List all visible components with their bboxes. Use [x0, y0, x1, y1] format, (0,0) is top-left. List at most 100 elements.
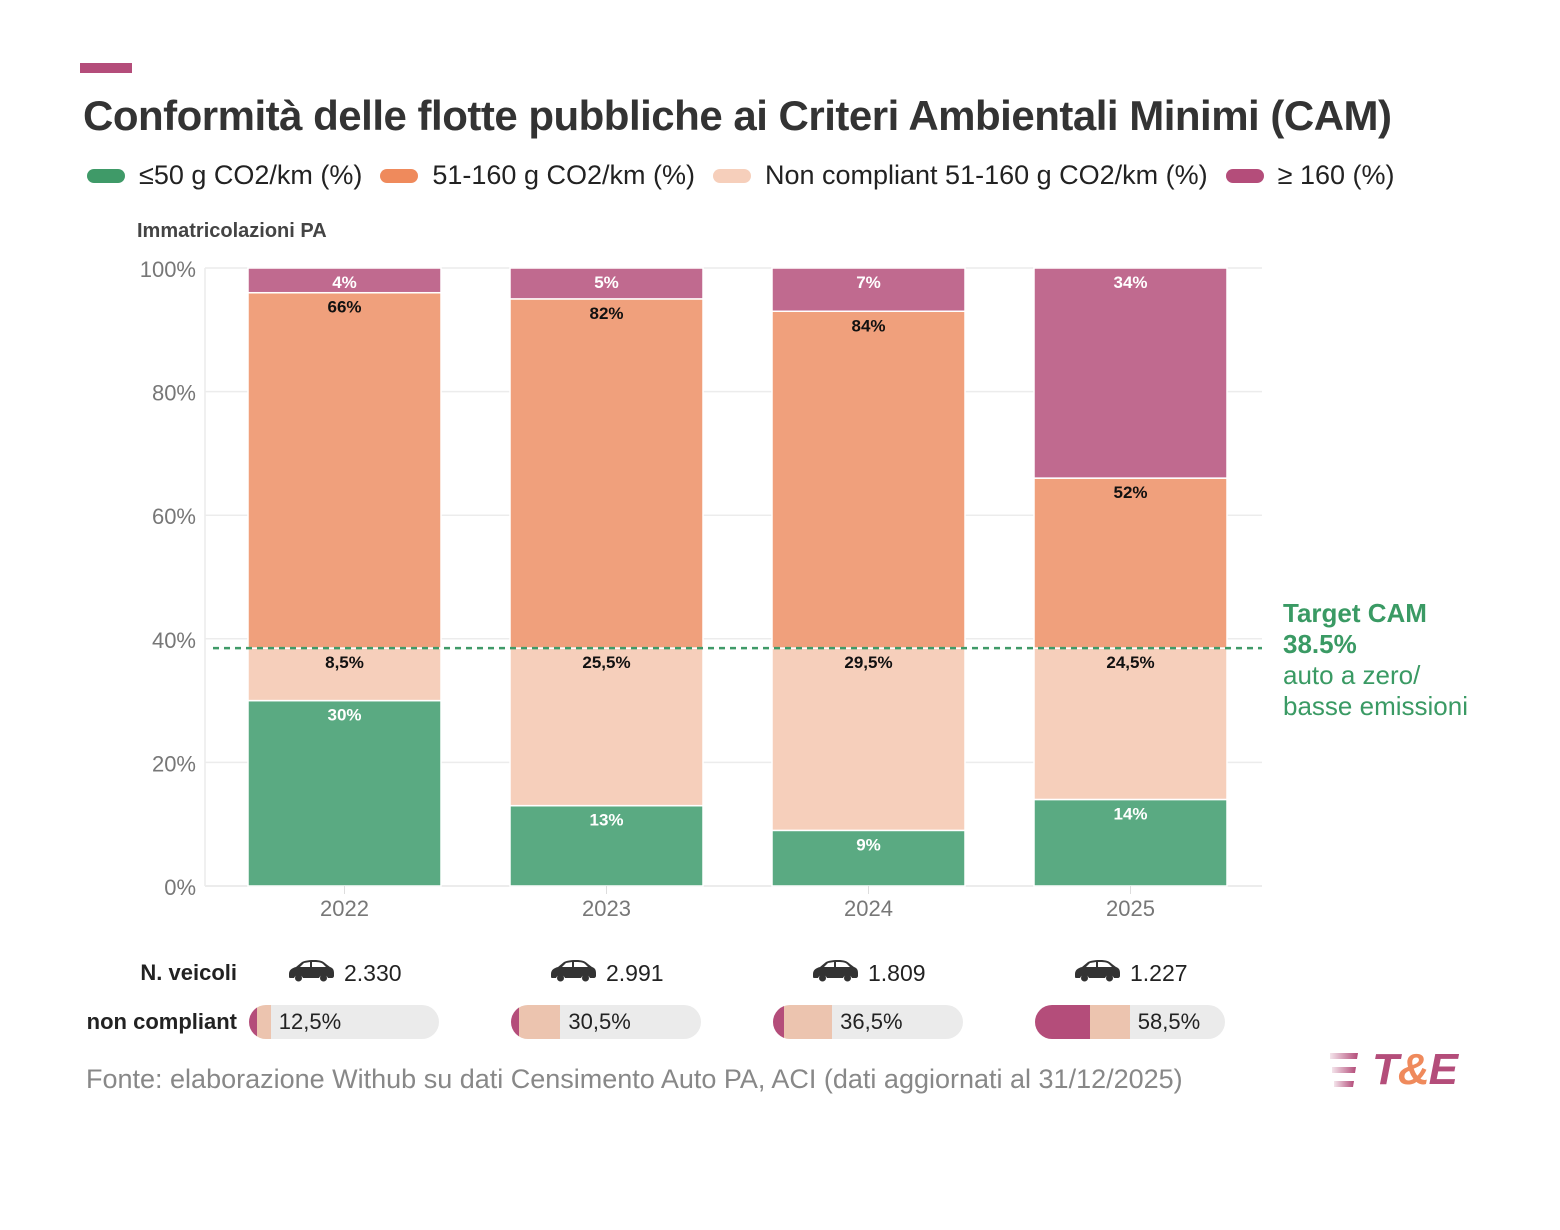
non-compliant-51-160-segment: [1090, 1005, 1130, 1039]
vehicle-count: 1.227: [1072, 958, 1188, 988]
logo-amp: &: [1397, 1045, 1430, 1094]
data-label: 25,5%: [582, 653, 630, 672]
y-tick-label: 40%: [152, 628, 196, 653]
legend-label: ≥ 160 (%): [1277, 160, 1395, 190]
non-compliant-over160-segment: [511, 1005, 520, 1039]
y-tick-label: 80%: [152, 381, 196, 406]
x-tick-label: 2022: [320, 896, 369, 921]
non-compliant-bar: 12,5%: [249, 1005, 439, 1039]
legend-label: ≤50 g CO2/km (%): [139, 160, 363, 190]
data-label: 52%: [1113, 483, 1147, 502]
y-tick-label: 0%: [164, 875, 196, 900]
logo-e: E: [1428, 1045, 1458, 1094]
logo-t: T: [1372, 1045, 1399, 1094]
accent-bar: [80, 63, 132, 73]
car-icon: [548, 958, 606, 988]
vehicle-count-value: 2.330: [344, 959, 402, 986]
bar-segment: [247, 267, 442, 294]
data-label: 82%: [589, 304, 623, 323]
legend-swatch-low-emission: [87, 168, 125, 183]
non-compliant-value: 58,5%: [1137, 1009, 1201, 1034]
data-label: 24,5%: [1106, 653, 1154, 672]
bar-segment: [247, 291, 442, 649]
non-compliant-value: 12,5%: [278, 1009, 342, 1034]
car-icon: [1072, 958, 1130, 988]
y-tick-label: 60%: [152, 504, 196, 529]
bar-segment: [247, 647, 442, 702]
bar-segment: [509, 267, 704, 300]
non-compliant-value: 30,5%: [568, 1009, 631, 1034]
data-label: 13%: [589, 811, 623, 830]
vehicles-row-label: N. veicoli: [140, 960, 237, 985]
legend-item-low-emission: ≤50 g CO2/km (%): [87, 160, 362, 191]
te-logo: T&E: [1330, 1045, 1458, 1095]
bar-segment: [771, 647, 966, 832]
data-label: 66%: [327, 298, 361, 317]
vehicle-count: 2.991: [548, 958, 664, 988]
logo-stripes-icon: [1330, 1053, 1358, 1087]
non-compliant-row-label: non compliant: [86, 1009, 237, 1034]
car-icon: [810, 958, 868, 988]
non-compliant-bar: 36,5%: [773, 1005, 963, 1039]
legend-item-non-compliant: Non compliant 51-160 g CO2/km (%): [712, 160, 1208, 191]
x-tick-label: 2024: [844, 896, 893, 921]
legend-swatch-over-160: [1225, 168, 1264, 183]
logo-text: T&E: [1372, 1045, 1458, 1095]
non-compliant-bar: 30,5%: [511, 1005, 701, 1039]
car-icon: [286, 958, 344, 988]
bar-segment: [509, 298, 704, 649]
data-label: 7%: [856, 273, 881, 292]
data-label: 5%: [594, 273, 619, 292]
bar-segment: [1033, 647, 1228, 801]
data-label: 84%: [851, 316, 885, 335]
non-compliant-bar: 58,5%: [1035, 1005, 1225, 1039]
non-compliant-over160-segment: [773, 1005, 785, 1039]
target-label-desc-1: auto a zero/: [1283, 660, 1421, 690]
bar-segment: [509, 647, 704, 807]
x-tick-label: 2023: [582, 896, 631, 921]
non-compliant-over160-segment: [249, 1005, 257, 1039]
legend: ≤50 g CO2/km (%) 51-160 g CO2/km (%) Non…: [87, 160, 1413, 191]
legend-swatch-51-160: [380, 168, 419, 183]
data-label: 30%: [327, 706, 361, 725]
data-label: 4%: [332, 273, 357, 292]
bar-segment: [771, 267, 966, 313]
data-label: 8,5%: [325, 653, 364, 672]
bar-segment: [1033, 267, 1228, 479]
y-tick-label: 100%: [140, 257, 196, 282]
non-compliant-51-160-segment: [519, 1005, 561, 1039]
target-label-title: Target CAM: [1283, 598, 1427, 628]
vehicle-count: 2.330: [286, 958, 402, 988]
bar-segment: [509, 804, 704, 887]
data-label: 9%: [856, 835, 881, 854]
legend-label: 51-160 g CO2/km (%): [432, 160, 695, 190]
chart-title: Conformità delle flotte pubbliche ai Cri…: [83, 92, 1392, 139]
bar-segment: [771, 829, 966, 887]
target-cam-annotation: Target CAM 38.5% auto a zero/ basse emis…: [1283, 598, 1468, 722]
target-label-desc-2: basse emissioni: [1283, 691, 1468, 721]
bar-segment: [247, 699, 442, 887]
non-compliant-over160-segment: [1035, 1005, 1091, 1039]
y-tick-label: 20%: [152, 751, 196, 776]
source-note: Fonte: elaborazione Withub su dati Censi…: [86, 1064, 1183, 1094]
x-tick-label: 2025: [1106, 896, 1155, 921]
vehicle-count-value: 1.809: [868, 959, 926, 986]
non-compliant-value: 36,5%: [840, 1009, 903, 1034]
legend-item-over-160: ≥ 160 (%): [1225, 160, 1395, 191]
stacked-bar-chart: 0% 20% 40% 60% 80% 100% 30% 8,5% 66% 4% 2022 13% 25,…: [140, 257, 1262, 921]
target-label-value: 38.5%: [1283, 629, 1357, 659]
legend-item-51-160: 51-160 g CO2/km (%): [380, 160, 695, 191]
bar-segment: [771, 310, 966, 649]
data-label: 29,5%: [844, 653, 892, 672]
vehicle-count: 1.809: [810, 958, 926, 988]
legend-swatch-non-compliant: [712, 168, 751, 183]
data-label: 14%: [1113, 804, 1147, 823]
chart-subtitle: Immatricolazioni PA: [137, 220, 327, 242]
vehicle-count-value: 1.227: [1130, 959, 1188, 986]
bar-segment: [1033, 477, 1228, 649]
legend-label: Non compliant 51-160 g CO2/km (%): [764, 160, 1208, 190]
non-compliant-51-160-segment: [784, 1005, 833, 1039]
vehicle-count-value: 2.991: [606, 959, 664, 986]
non-compliant-51-160-segment: [257, 1005, 271, 1039]
data-label: 34%: [1113, 273, 1147, 292]
